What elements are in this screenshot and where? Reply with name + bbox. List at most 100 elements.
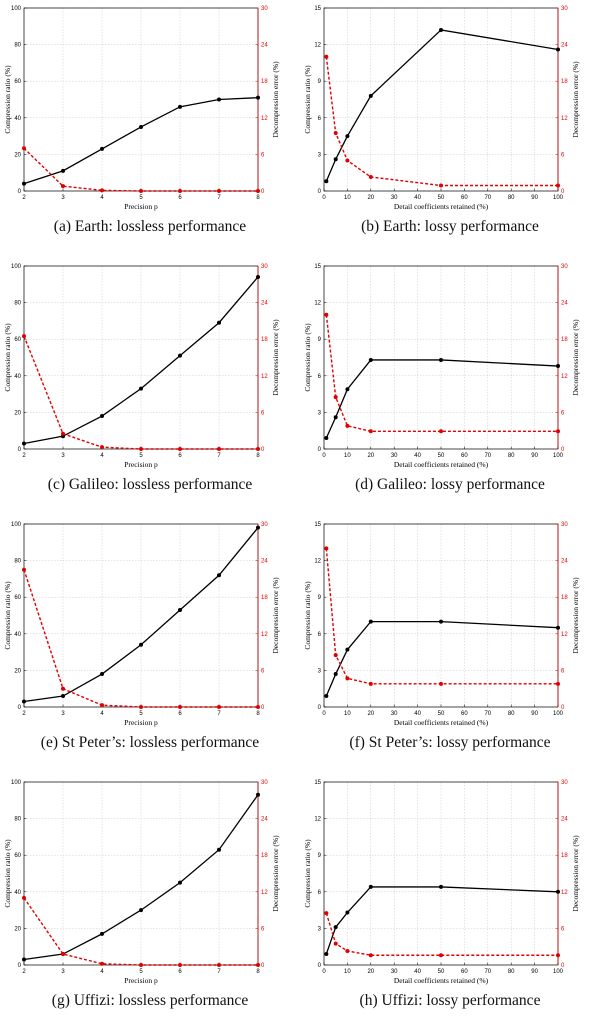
y2-tick-label: 24 <box>261 817 268 823</box>
y-tick-label: 100 <box>11 6 22 12</box>
error-point <box>256 447 260 451</box>
y2-tick-label: 18 <box>561 595 568 601</box>
y-tick-label: 9 <box>318 79 322 85</box>
x-tick-label: 0 <box>322 453 326 459</box>
x-tick-label: 20 <box>367 195 374 201</box>
ratio-point <box>139 124 143 129</box>
x-tick-label: 0 <box>322 969 326 975</box>
x-axis-label: Precision p <box>124 976 158 985</box>
x-axis-label: Detail coefficients retained (%) <box>394 976 489 985</box>
x-tick-label: 20 <box>367 453 374 459</box>
ratio-point <box>439 884 443 889</box>
y2-tick-label: 24 <box>261 301 268 307</box>
x-tick-label: 40 <box>414 195 421 201</box>
y-tick-label: 40 <box>14 632 21 638</box>
y2-tick-label: 0 <box>261 189 265 195</box>
y2-tick-label: 6 <box>561 152 565 158</box>
ratio-point <box>345 647 350 652</box>
x-tick-label: 100 <box>553 195 564 201</box>
y2-tick-label: 18 <box>561 853 568 859</box>
x-tick-label: 7 <box>217 195 221 201</box>
x-tick-label: 70 <box>484 453 491 459</box>
ratio-point <box>368 93 373 98</box>
y2-tick-label: 24 <box>561 301 568 307</box>
error-point <box>22 567 26 572</box>
error-point <box>139 963 143 967</box>
x-tick-label: 40 <box>414 711 421 717</box>
y-tick-label: 3 <box>318 410 322 416</box>
x-tick-label: 6 <box>178 195 182 201</box>
y2-tick-label: 24 <box>261 559 268 565</box>
x-tick-label: 6 <box>178 711 182 717</box>
y-tick-label: 15 <box>314 264 321 270</box>
x-tick-label: 6 <box>178 969 182 975</box>
x-tick-label: 80 <box>508 195 515 201</box>
ratio-point <box>556 364 560 369</box>
y2-tick-label: 30 <box>261 264 268 270</box>
error-point <box>324 312 329 317</box>
y2-axis-label: Decompression error (%) <box>571 835 580 912</box>
ratio-point <box>178 353 182 358</box>
y-tick-label: 20 <box>14 926 21 932</box>
y2-tick-label: 30 <box>561 264 568 270</box>
y-tick-label: 100 <box>11 780 22 786</box>
x-tick-label: 80 <box>508 453 515 459</box>
y-tick-label: 3 <box>318 926 322 932</box>
error-point <box>178 189 182 193</box>
y-tick-label: 80 <box>14 559 21 565</box>
x-tick-label: 8 <box>256 711 260 717</box>
error-point <box>324 54 329 59</box>
y2-tick-label: 24 <box>261 43 268 49</box>
x-tick-label: 50 <box>438 969 445 975</box>
x-tick-label: 50 <box>438 711 445 717</box>
error-point <box>178 705 182 709</box>
y2-tick-label: 30 <box>561 6 568 12</box>
error-series-line <box>23 147 258 192</box>
x-tick-label: 7 <box>217 453 221 459</box>
y-tick-label: 20 <box>14 668 21 674</box>
y2-tick-label: 6 <box>561 668 565 674</box>
x-tick-label: 100 <box>553 453 564 459</box>
error-point <box>439 183 443 188</box>
error-series-line <box>325 912 558 956</box>
x-tick-label: 100 <box>553 711 564 717</box>
y2-tick-label: 30 <box>561 522 568 528</box>
x-tick-label: 90 <box>531 711 538 717</box>
y-tick-label: 9 <box>318 595 322 601</box>
subfigure-caption: (f) St Peter’s: lossy performance <box>349 734 551 751</box>
x-tick-label: 6 <box>178 453 182 459</box>
x-tick-label: 10 <box>344 453 351 459</box>
y2-tick-label: 12 <box>261 890 268 896</box>
y2-tick-label: 24 <box>561 43 568 49</box>
ratio-point <box>217 573 221 578</box>
error-point <box>333 395 338 400</box>
error-point <box>324 911 329 916</box>
y2-axis-label: Decompression error (%) <box>271 577 280 654</box>
ratio-point <box>368 884 373 889</box>
error-point <box>439 429 443 434</box>
y-tick-label: 80 <box>14 817 21 823</box>
error-point <box>368 953 373 958</box>
y-tick-label: 0 <box>18 447 22 453</box>
y2-tick-label: 6 <box>261 668 265 674</box>
error-point <box>100 188 104 193</box>
y-axis-label: Compression ratio (%) <box>303 581 312 650</box>
ratio-point <box>217 97 221 102</box>
x-tick-label: 8 <box>256 969 260 975</box>
ratio-point <box>22 181 26 186</box>
ratio-point <box>333 415 338 420</box>
error-point <box>439 953 443 958</box>
ratio-point <box>100 414 104 419</box>
ratio-point <box>368 619 373 624</box>
x-tick-label: 50 <box>438 195 445 201</box>
y2-tick-label: 0 <box>261 705 265 711</box>
x-tick-label: 60 <box>461 195 468 201</box>
ratio-point <box>556 47 560 52</box>
y-tick-label: 12 <box>314 559 321 565</box>
y2-tick-label: 0 <box>261 447 265 453</box>
error-series-line <box>325 56 558 187</box>
error-point <box>333 941 338 946</box>
x-tick-label: 4 <box>100 195 104 201</box>
